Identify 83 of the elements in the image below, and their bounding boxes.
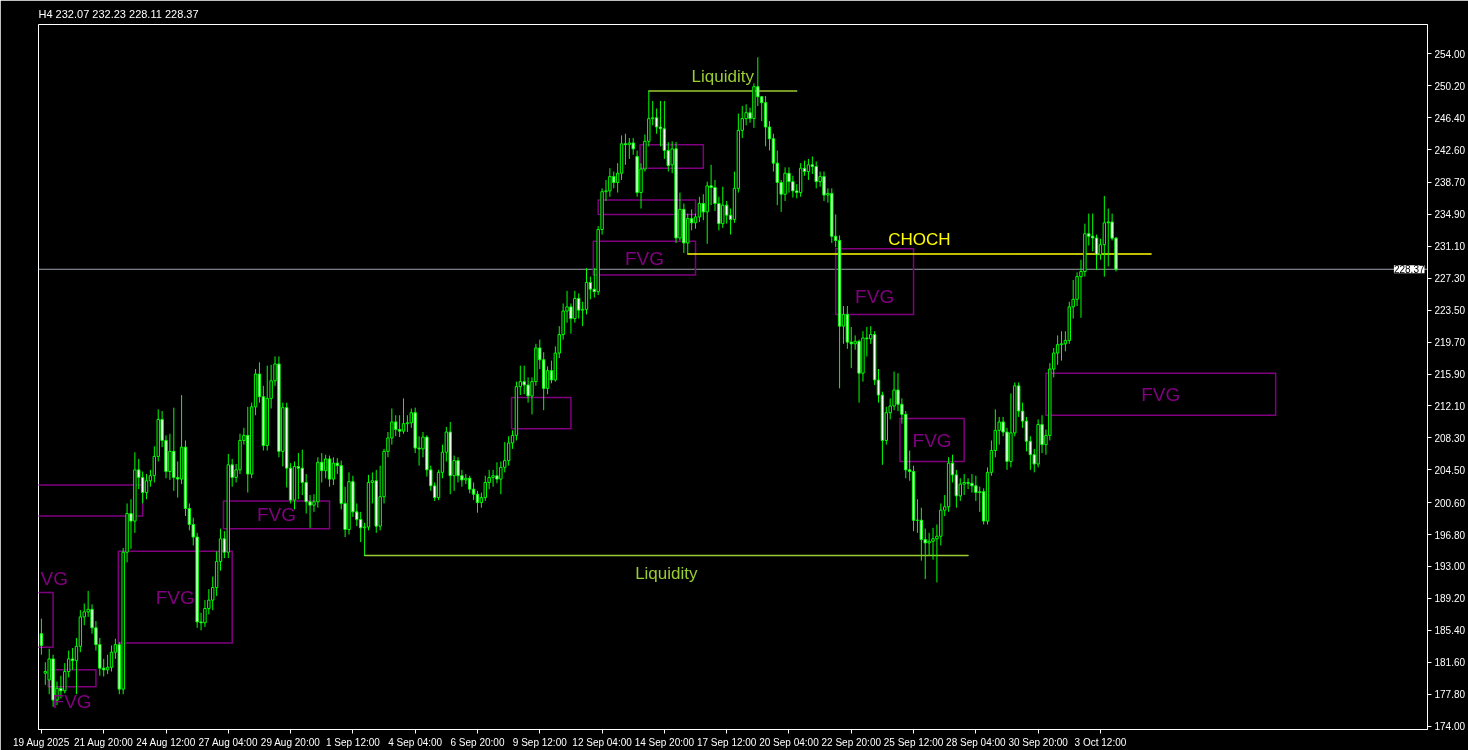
candlestick <box>506 435 511 467</box>
candlestick <box>1106 208 1110 267</box>
series-label: VG <box>40 567 68 589</box>
y-tick-label: 208.30 <box>1434 432 1466 444</box>
series-label: CHOCH <box>888 229 951 249</box>
x-tick-label: 25 Sep 12:00 <box>883 736 944 748</box>
candlestick <box>1094 234 1099 271</box>
candlestick <box>70 647 75 671</box>
x-tick-label: 20 Sep 04:00 <box>759 736 820 748</box>
series-label: FVG <box>52 690 92 712</box>
series-label: FVG <box>912 429 952 451</box>
series-label: Liquidity <box>691 66 755 86</box>
y-tick-label: 177.80 <box>1434 689 1466 701</box>
candlestick <box>43 661 48 686</box>
candlestick <box>787 166 791 194</box>
candlestick <box>144 473 149 500</box>
y-tick-label: 212.10 <box>1434 400 1466 412</box>
series-label: FVG <box>155 586 195 608</box>
series-label: FVG <box>1141 383 1181 405</box>
candlestick <box>327 455 332 488</box>
candlestick <box>397 414 402 438</box>
series-label: Liquidity <box>635 563 699 583</box>
candlestick <box>168 433 172 481</box>
y-tick-label: 231.10 <box>1434 241 1466 253</box>
ref-line-label: 228.37 <box>1393 264 1425 276</box>
y-tick-label: 250.20 <box>1434 80 1466 92</box>
y-tick-label: 193.00 <box>1434 561 1466 573</box>
x-tick-label: 17 Sep 12:00 <box>696 736 757 748</box>
x-tick-label: 3 Oct 12:00 <box>1074 736 1127 748</box>
candlestick <box>491 469 495 488</box>
y-tick-label: 196.80 <box>1434 529 1466 541</box>
candlestick <box>323 454 328 479</box>
candlestick <box>296 452 301 500</box>
x-tick-label: 21 Aug 20:00 <box>73 736 134 748</box>
y-tick-label: 189.20 <box>1434 593 1466 605</box>
candlestick <box>697 196 702 223</box>
y-tick-label: 223.50 <box>1434 305 1466 317</box>
y-tick-label: 246.40 <box>1434 112 1466 124</box>
x-tick-label: 12 Sep 04:00 <box>572 736 633 748</box>
x-tick-label: 9 Sep 12:00 <box>512 736 568 748</box>
y-tick-label: 204.50 <box>1434 464 1466 476</box>
x-tick-label: 28 Sep 04:00 <box>946 736 1007 748</box>
candlestick <box>495 461 499 484</box>
x-tick-label: 27 Aug 04:00 <box>198 736 258 748</box>
x-tick-label: 19 Aug 2025 <box>13 736 70 748</box>
y-tick-label: 215.90 <box>1434 369 1466 381</box>
candlestick <box>1059 330 1064 362</box>
x-tick-label: 4 Sep 04:00 <box>388 736 443 748</box>
candlestick <box>394 414 398 437</box>
series-label: FVG <box>855 286 895 308</box>
candlestick <box>1055 334 1060 366</box>
x-tick-label: 29 Aug 20:00 <box>260 736 321 748</box>
candlestick <box>927 532 931 557</box>
x-tick-label: 22 Sep 20:00 <box>821 736 882 748</box>
candlestick <box>608 167 612 198</box>
y-tick-label: 174.00 <box>1434 721 1466 733</box>
y-tick-label: 242.60 <box>1434 144 1466 156</box>
series-label: FVG <box>624 247 664 269</box>
y-tick-label: 254.00 <box>1434 48 1466 60</box>
y-tick-label: 181.60 <box>1434 657 1466 669</box>
y-tick-label: 185.40 <box>1434 625 1466 637</box>
x-tick-label: 30 Sep 20:00 <box>1008 736 1069 748</box>
candlestick <box>721 186 725 229</box>
candlestick <box>814 160 818 189</box>
x-tick-label: 6 Sep 20:00 <box>450 736 505 748</box>
x-tick-label: 14 Sep 20:00 <box>634 736 695 748</box>
candlestick <box>658 100 663 147</box>
y-tick-label: 227.30 <box>1434 273 1466 285</box>
candlestick <box>140 471 145 504</box>
y-tick-label: 238.70 <box>1434 177 1466 189</box>
candlestick <box>822 171 826 202</box>
candlestick <box>958 477 962 502</box>
y-tick-label: 219.70 <box>1434 337 1466 349</box>
candlestick <box>1102 195 1107 278</box>
candlestick <box>456 456 460 483</box>
y-tick-label: 234.90 <box>1434 209 1466 221</box>
x-tick-label: 24 Aug 12:00 <box>136 736 196 748</box>
candlestick <box>966 477 970 490</box>
chart-title: H4 232.07 232.23 228.11 228.37 <box>38 7 199 20</box>
candlestick <box>654 108 659 135</box>
y-tick-label: 200.60 <box>1434 497 1466 509</box>
series-label: FVG <box>256 504 297 526</box>
x-tick-label: 1 Sep 12:00 <box>325 736 381 748</box>
